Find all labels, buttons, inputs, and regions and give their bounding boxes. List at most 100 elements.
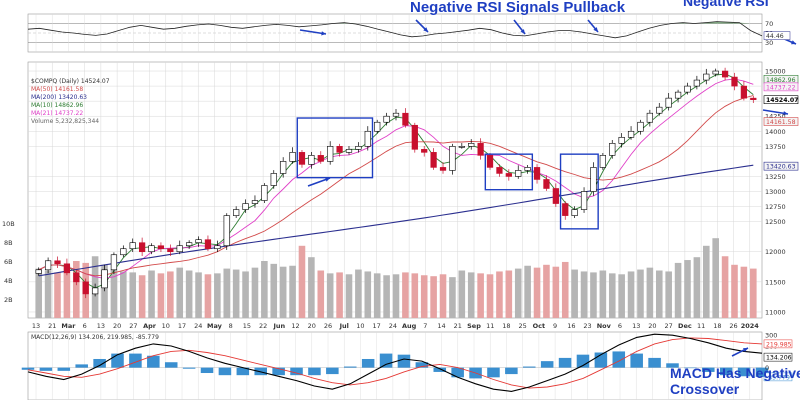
macd-histogram-bar — [719, 367, 733, 376]
pullback-box-3 — [559, 153, 599, 230]
volume-bar — [148, 270, 155, 318]
x-tick-label: 20 — [308, 322, 316, 330]
candle-body — [477, 143, 484, 156]
candle-body — [280, 161, 287, 174]
volume-bar — [533, 267, 541, 318]
rsi-overbought-fill — [28, 21, 762, 24]
rsi-annotation: Negative RSI Signals Pullback — [410, 0, 626, 16]
rsi-arrow-5-head — [791, 40, 796, 45]
macd-histogram-bar — [200, 367, 214, 374]
volume-bar — [477, 273, 484, 318]
macd-histogram-bar — [272, 367, 285, 376]
volume-bar — [430, 276, 437, 318]
macd-histogram-bar — [684, 367, 697, 369]
volume-tick-label: 2B — [4, 296, 13, 304]
price-tick-label: 15000 — [765, 68, 786, 76]
candle-body — [439, 167, 447, 171]
volume-bar — [665, 271, 672, 318]
x-tick-label: 18 — [713, 322, 721, 330]
volume-bar — [54, 272, 61, 318]
price-title: $COMPQ (Daily) 14524.07 — [31, 78, 110, 85]
candle-body — [195, 239, 202, 244]
candle-body — [110, 254, 118, 271]
x-tick-label: 11 — [486, 322, 494, 330]
x-tick-label: 10 — [356, 322, 364, 330]
volume-bar — [740, 266, 748, 318]
candle-body — [721, 70, 729, 78]
x-tick-label: 26 — [324, 322, 332, 330]
x-tick-label: 14 — [437, 322, 445, 330]
ma200-line — [38, 164, 754, 277]
macd-histogram-bar — [75, 364, 88, 368]
macd-value-tag — [763, 372, 793, 382]
candle-body — [261, 185, 268, 201]
candle-body — [223, 215, 230, 247]
candle-body — [176, 245, 183, 253]
macd-histogram-bar — [755, 367, 769, 377]
candle-body — [383, 115, 390, 123]
x-tick-label: 20 — [113, 322, 121, 330]
candle-body — [627, 130, 635, 138]
volume-bar — [279, 266, 287, 318]
legend-ma200: MA(200) 13420.63 — [31, 94, 87, 101]
macd-histogram-bar — [576, 354, 590, 368]
x-tick-label: 21 — [454, 322, 462, 330]
volume-bar — [637, 269, 644, 318]
macd-histogram-bar — [648, 357, 661, 368]
volume-bar — [561, 261, 569, 318]
candle-body — [750, 97, 757, 101]
candle-body — [35, 269, 42, 274]
candle-body — [91, 287, 99, 295]
candle-body — [731, 76, 738, 87]
volume-bar — [345, 274, 353, 318]
macd-histogram-bar — [702, 367, 715, 372]
volume-bar — [580, 271, 588, 318]
volume-bar — [496, 271, 503, 318]
volume-bar — [599, 270, 607, 318]
volume-bar — [505, 270, 513, 318]
macd-tick-label: 300 — [765, 332, 777, 340]
x-tick-label: May — [207, 322, 223, 330]
volume-bar — [693, 257, 701, 318]
candle-body — [214, 245, 221, 250]
value-tag-price_last — [763, 95, 799, 105]
candle-body — [82, 281, 89, 295]
x-tick-label: 15 — [243, 322, 251, 330]
rsi-annotation-right: Negative RSI — [683, 0, 769, 9]
macd-histogram-bar — [343, 366, 357, 368]
price-tick-label: 14250 — [765, 113, 786, 121]
macd-annotation-line2: Crossover — [670, 381, 740, 397]
candle-body — [468, 143, 475, 147]
volume-bar — [684, 260, 691, 318]
candle-body — [63, 263, 71, 274]
x-tick-label: 18 — [502, 322, 510, 330]
volume-bar — [73, 261, 80, 318]
volume-bar — [223, 268, 231, 318]
candle-body — [129, 242, 136, 250]
candle-body — [571, 209, 578, 216]
candle-body — [345, 149, 353, 153]
volume-bar — [138, 275, 146, 318]
price-tick-label: 13250 — [765, 173, 786, 181]
x-tick-label: 21 — [48, 322, 56, 330]
volume-bar — [214, 273, 221, 318]
x-tick-label: 27 — [129, 322, 137, 330]
x-tick-label: Oct — [533, 322, 546, 330]
macd-histogram-bar — [326, 367, 339, 375]
candle-body — [712, 70, 719, 75]
volume-bar — [195, 272, 202, 318]
x-tick-label: 2024 — [741, 322, 760, 330]
macd-legend: MACD(12,26,9) 134.206, 219.985, -85.779 — [31, 334, 159, 341]
volume-bar — [486, 274, 494, 318]
macd-histogram-bar — [415, 362, 429, 368]
macd-histogram-bar — [612, 351, 626, 368]
value-tag-text-ma10: 14862.96 — [766, 77, 796, 84]
volume-bar — [317, 270, 325, 318]
volume-bar — [524, 265, 531, 318]
candle-body — [374, 121, 381, 132]
value-tag-text-ma200: 13420.63 — [766, 164, 796, 171]
price-legend: $COMPQ (Daily) 14524.07 MA(50) 14161.58 … — [31, 78, 110, 126]
volume-bar — [514, 268, 522, 318]
candle-body — [505, 173, 512, 177]
x-tick-label: 9 — [553, 322, 557, 330]
